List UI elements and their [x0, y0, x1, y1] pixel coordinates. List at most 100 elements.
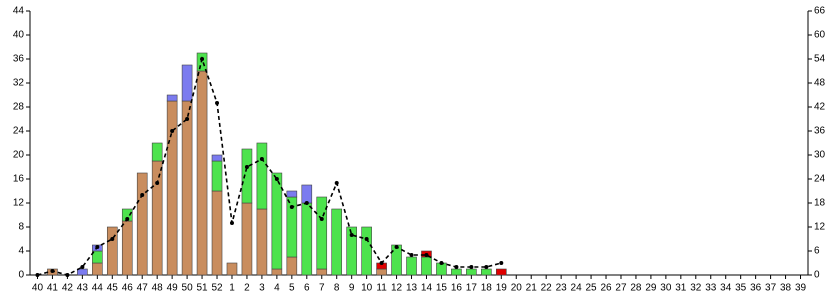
x-tick-label: 37 — [765, 283, 777, 294]
x-tick-label: 50 — [182, 283, 194, 294]
line-point — [244, 165, 249, 169]
x-tick-label: 32 — [690, 283, 702, 294]
line-point — [215, 101, 220, 105]
x-tick-label: 52 — [211, 283, 223, 294]
x-tick-label: 23 — [556, 283, 568, 294]
y2-tick-label: 60 — [814, 30, 826, 41]
line-point — [125, 217, 130, 221]
bar-segment — [301, 184, 313, 204]
line-point — [319, 217, 324, 221]
y2-tick-label: 0 — [814, 270, 820, 281]
x-tick-label: 47 — [137, 283, 149, 294]
y2-tick-label: 12 — [814, 222, 826, 233]
x-tick-label: 40 — [32, 283, 44, 294]
x-tick-label: 15 — [436, 283, 448, 294]
x-tick-label: 35 — [735, 283, 747, 294]
bar-segment — [166, 94, 178, 102]
line-point — [170, 129, 175, 133]
y-tick-label: 20 — [13, 150, 25, 161]
y2-tick-label: 18 — [814, 198, 826, 209]
y2-tick-label: 48 — [814, 78, 826, 89]
line-point — [259, 157, 264, 161]
x-tick-label: 17 — [466, 283, 478, 294]
y-tick-label: 16 — [13, 174, 25, 185]
bar-segment — [346, 226, 357, 276]
x-tick-label: 21 — [526, 283, 538, 294]
x-tick-label: 46 — [122, 283, 134, 294]
line-point — [334, 181, 339, 185]
line-point — [229, 221, 234, 225]
bar-segment — [211, 154, 223, 162]
x-tick-label: 45 — [107, 283, 119, 294]
x-tick-label: 18 — [481, 283, 493, 294]
bar-segment — [391, 244, 402, 276]
x-tick-label: 31 — [675, 283, 687, 294]
line-point — [499, 261, 504, 265]
y2-tick-label: 36 — [814, 126, 826, 137]
line-point — [349, 233, 354, 237]
bar-segment — [361, 226, 372, 276]
bar-segment — [166, 100, 178, 276]
x-tick-label: 25 — [585, 283, 597, 294]
x-tick-label: 36 — [750, 283, 762, 294]
line-point — [304, 201, 309, 205]
y-tick-label: 40 — [13, 30, 25, 41]
x-tick-label: 3 — [259, 283, 265, 294]
bar-segment — [196, 70, 208, 276]
bar-segment — [151, 142, 163, 162]
x-tick-label: 39 — [795, 283, 807, 294]
line-point — [439, 261, 444, 265]
line-point — [95, 245, 100, 249]
bar-segment — [286, 256, 298, 276]
x-tick-label: 28 — [630, 283, 642, 294]
bar-segment — [211, 190, 223, 276]
bar-segment — [181, 100, 193, 276]
bar-segment — [316, 196, 328, 270]
line-point — [379, 261, 384, 265]
x-tick-label: 14 — [421, 283, 433, 294]
y-tick-label: 36 — [13, 54, 25, 65]
y-tick-label: 28 — [13, 102, 25, 113]
line-point — [274, 177, 279, 181]
x-tick-label: 27 — [615, 283, 627, 294]
bar-segment — [136, 172, 148, 276]
x-tick-label: 43 — [77, 283, 89, 294]
y2-tick-label: 24 — [814, 174, 826, 185]
line-point — [185, 117, 190, 121]
x-tick-label: 2 — [244, 283, 250, 294]
y2-tick-label: 30 — [814, 150, 826, 161]
x-tick-label: 11 — [376, 283, 387, 294]
x-tick-label: 8 — [334, 283, 340, 294]
line-point — [469, 265, 474, 269]
x-tick-label: 13 — [406, 283, 418, 294]
bar-segment — [481, 268, 492, 276]
x-tick-label: 24 — [571, 283, 583, 294]
line-point — [80, 265, 85, 269]
x-tick-label: 26 — [600, 283, 612, 294]
x-tick-label: 12 — [391, 283, 403, 294]
bar-segment — [256, 142, 268, 210]
line-point — [364, 237, 369, 241]
line — [37, 56, 502, 276]
x-tick-label: 30 — [660, 283, 672, 294]
line-point — [289, 205, 294, 209]
bar-segment — [151, 160, 163, 276]
y2-tick-label: 6 — [814, 246, 820, 257]
y-tick-label: 8 — [18, 222, 24, 233]
y-tick-label: 0 — [18, 270, 24, 281]
x-tick-label: 42 — [62, 283, 74, 294]
line-point — [409, 253, 414, 257]
bar-segment — [226, 262, 238, 276]
line-point — [454, 265, 459, 269]
x-tick-label: 7 — [319, 283, 325, 294]
line-point — [155, 181, 160, 185]
bar-segment — [271, 268, 283, 276]
line-point — [65, 273, 70, 277]
line-point — [110, 237, 115, 241]
x-tick-label: 34 — [720, 283, 732, 294]
bar-segment — [495, 268, 507, 276]
x-tick-label: 41 — [47, 283, 59, 294]
x-tick-label: 48 — [152, 283, 164, 294]
bar-segment — [466, 268, 477, 276]
line-point — [50, 269, 55, 273]
